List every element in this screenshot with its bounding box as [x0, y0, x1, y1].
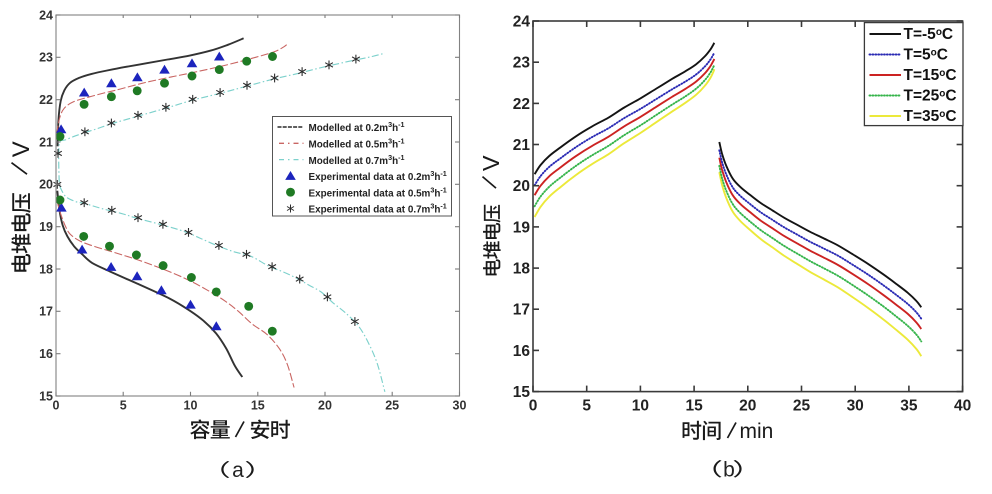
- svg-text:5: 5: [120, 399, 127, 413]
- svg-text:35: 35: [900, 398, 918, 415]
- svg-text:0: 0: [529, 398, 538, 415]
- svg-text:Modelled at 0.5m3h-1: Modelled at 0.5m3h-1: [309, 137, 405, 151]
- svg-text:0: 0: [53, 399, 60, 413]
- svg-text:19: 19: [39, 220, 53, 234]
- svg-text:b: b: [723, 459, 735, 482]
- svg-text:a: a: [232, 459, 244, 482]
- svg-text:20: 20: [39, 178, 53, 192]
- svg-text:30: 30: [847, 398, 864, 415]
- svg-text:22: 22: [39, 93, 53, 107]
- svg-text:T=35oC: T=35oC: [904, 108, 957, 125]
- svg-text:21: 21: [513, 137, 531, 154]
- svg-text:18: 18: [513, 261, 531, 278]
- svg-text:20: 20: [513, 178, 530, 195]
- svg-text:15: 15: [39, 389, 53, 403]
- svg-text:10: 10: [632, 398, 649, 415]
- svg-text:20: 20: [318, 399, 332, 413]
- svg-text:23: 23: [513, 55, 531, 72]
- svg-text:V: V: [478, 155, 504, 171]
- svg-text:19: 19: [513, 219, 531, 236]
- svg-text:T=5oC: T=5oC: [904, 47, 948, 64]
- svg-text:21: 21: [39, 135, 53, 149]
- svg-text:Modelled at 0.2m3h-1: Modelled at 0.2m3h-1: [309, 120, 405, 134]
- svg-text:V: V: [8, 141, 35, 157]
- svg-text:24: 24: [39, 8, 53, 22]
- svg-text:25: 25: [385, 399, 399, 413]
- svg-text:Experimental data at 0.7m3h-1: Experimental data at 0.7m3h-1: [309, 202, 447, 216]
- svg-text:T=15oC: T=15oC: [904, 67, 957, 84]
- svg-text:min: min: [740, 420, 774, 443]
- svg-text:16: 16: [39, 347, 53, 361]
- svg-text:24: 24: [513, 14, 531, 31]
- svg-text:17: 17: [39, 305, 53, 319]
- svg-text:Experimental data at 0.5m3h-1: Experimental data at 0.5m3h-1: [309, 185, 447, 199]
- svg-text:17: 17: [513, 302, 530, 319]
- svg-text:25: 25: [793, 398, 811, 415]
- svg-text:40: 40: [954, 398, 971, 415]
- svg-text:20: 20: [739, 398, 756, 415]
- svg-text:15: 15: [251, 399, 265, 413]
- svg-text:T=-5oC: T=-5oC: [904, 26, 954, 43]
- svg-text:30: 30: [453, 399, 467, 413]
- svg-text:5: 5: [582, 398, 591, 415]
- svg-text:16: 16: [513, 343, 531, 360]
- svg-text:10: 10: [184, 399, 198, 413]
- svg-text:T=25oC: T=25oC: [904, 88, 957, 105]
- svg-text:22: 22: [513, 96, 530, 113]
- svg-text:Modelled at 0.7m3h-1: Modelled at 0.7m3h-1: [309, 153, 405, 167]
- svg-text:23: 23: [39, 51, 53, 65]
- svg-text:18: 18: [39, 262, 53, 276]
- svg-text:15: 15: [513, 384, 531, 401]
- svg-text:15: 15: [685, 398, 703, 415]
- svg-text:Experimental data at 0.2m3h-1: Experimental data at 0.2m3h-1: [309, 169, 447, 183]
